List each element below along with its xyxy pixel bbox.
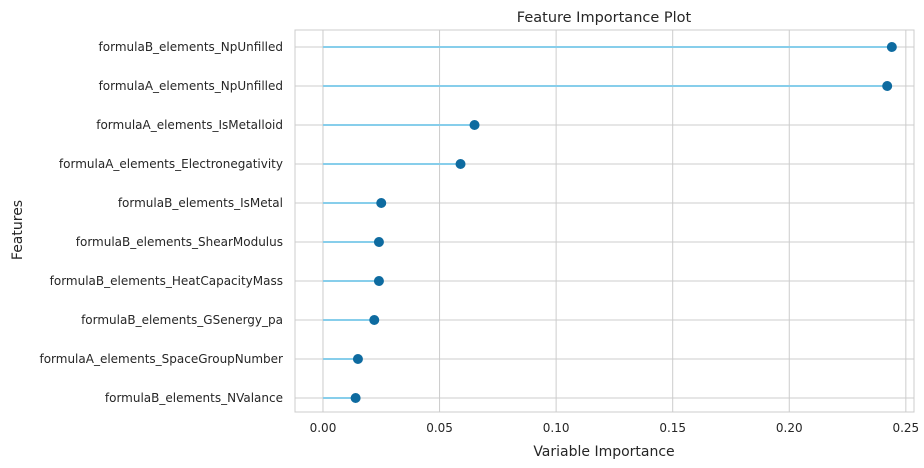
importance-point — [882, 81, 893, 91]
importance-point — [469, 120, 480, 130]
feature-label: formulaB_elements_NValance — [105, 391, 283, 405]
x-tick-label: 0.00 — [310, 421, 337, 435]
feature-label: formulaB_elements_IsMetal — [118, 196, 283, 210]
feature-label: formulaB_elements_HeatCapacityMass — [50, 274, 283, 288]
y-tick-labels: formulaB_elements_NpUnfilled formulaA_ele… — [39, 40, 283, 405]
importance-point — [886, 42, 897, 52]
x-tick-label: 0.05 — [426, 421, 453, 435]
x-axis-title: Variable Importance — [533, 444, 674, 460]
feature-label: formulaA_elements_SpaceGroupNumber — [39, 352, 283, 366]
chart-title: Feature Importance Plot — [517, 10, 692, 26]
importance-point — [350, 393, 361, 403]
marks-layer — [322, 42, 897, 403]
x-tick-label: 0.15 — [659, 421, 686, 435]
importance-point — [376, 198, 387, 208]
x-tick-label: 0.10 — [543, 421, 570, 435]
importance-point — [352, 354, 363, 364]
importance-point — [373, 276, 384, 286]
feature-label: formulaB_elements_ShearModulus — [76, 235, 283, 249]
feature-label: formulaA_elements_IsMetalloid — [96, 118, 283, 132]
importance-point — [373, 237, 384, 247]
feature-label: formulaA_elements_NpUnfilled — [99, 79, 283, 93]
y-axis-title: Features — [10, 200, 26, 260]
plot-frame — [294, 29, 915, 413]
x-tick-labels: 0.00 0.05 0.10 0.15 0.20 0.25 — [310, 421, 920, 435]
x-tick-label: 0.25 — [892, 421, 919, 435]
importance-point — [369, 315, 380, 325]
feature-label: formulaB_elements_GSenergy_pa — [81, 313, 283, 327]
importance-point — [455, 159, 466, 169]
x-tick-label: 0.20 — [776, 421, 803, 435]
feature-label: formulaB_elements_NpUnfilled — [99, 40, 283, 54]
feature-label: formulaA_elements_Electronegativity — [59, 157, 283, 171]
